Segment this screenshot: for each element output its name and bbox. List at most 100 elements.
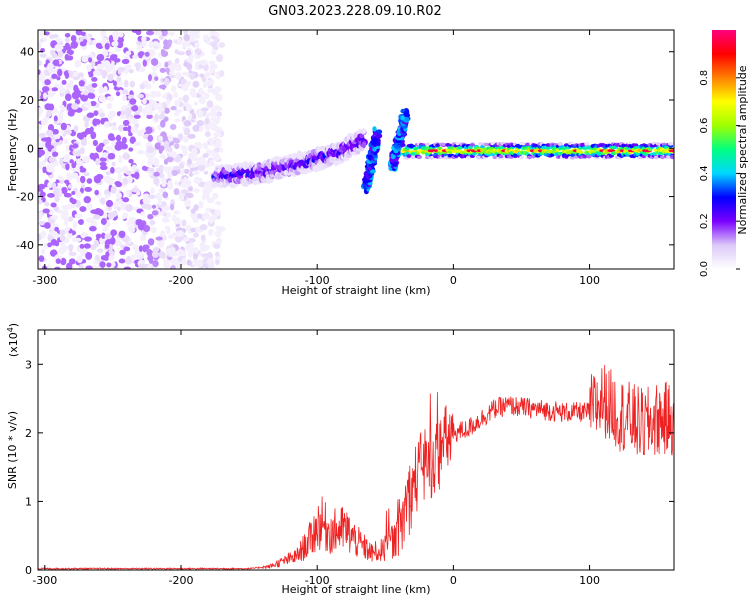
heatmap-cell: [56, 76, 61, 81]
heatmap-cell: [194, 48, 201, 55]
heatmap-cell: [48, 67, 56, 74]
heatmap-cell: [60, 257, 67, 266]
heatmap-cell: [107, 152, 116, 160]
heatmap-cell: [127, 125, 132, 133]
heatmap-cell: [79, 41, 87, 47]
heatmap-cell: [99, 157, 107, 162]
heatmap-cell: [132, 244, 139, 251]
heatmap-cell: [42, 37, 48, 43]
heatmap-cell: [148, 194, 156, 200]
heatmap-cell: [53, 188, 60, 196]
heatmap-cell: [173, 112, 179, 117]
heatmap-cell: [84, 120, 89, 128]
heatmap-cell: [38, 90, 42, 98]
heatmap-cell: [130, 226, 135, 234]
heatmap-cell: [185, 192, 194, 199]
heatmap-cell: [122, 197, 130, 203]
heatmap-cell: [161, 50, 169, 57]
heatmap-cell: [465, 156, 471, 160]
heatmap-cell: [103, 86, 108, 93]
heatmap-cell: [159, 67, 166, 73]
heatmap-cell: [633, 143, 639, 147]
heatmap-cell: [78, 80, 85, 87]
heatmap-cell: [38, 199, 43, 205]
heatmap-cell: [189, 88, 196, 93]
heatmap-cell: [204, 131, 211, 138]
heatmap-cell: [79, 165, 84, 171]
heatmap-cell: [85, 251, 93, 260]
heatmap-x-label: Height of straight line (km): [281, 284, 430, 297]
heatmap-cell: [89, 152, 96, 160]
heatmap-cell: [128, 132, 133, 137]
heatmap-cell: [472, 152, 477, 156]
heatmap-cell: [77, 72, 84, 78]
heatmap-cell: [187, 133, 196, 139]
heatmap-cell: [93, 69, 101, 76]
heatmap-cell: [60, 122, 67, 131]
heatmap-cell: [98, 86, 104, 94]
heatmap-cell: [38, 69, 41, 75]
heatmap-cell: [38, 132, 46, 138]
heatmap-cell: [44, 79, 51, 86]
heatmap-cell: [183, 127, 191, 136]
heatmap-cell: [74, 98, 80, 105]
heatmap-cell: [107, 212, 114, 220]
heatmap-cell: [96, 63, 105, 70]
heatmap-cell: [122, 214, 127, 220]
heatmap-cell: [208, 121, 214, 129]
heatmap-cell: [68, 80, 74, 85]
heatmap-cell: [519, 155, 524, 160]
heatmap-cell: [103, 121, 110, 128]
heatmap-cell: [169, 250, 174, 258]
heatmap-cell: [120, 143, 128, 150]
heatmap-cell: [64, 226, 70, 232]
heatmap-cell: [209, 159, 214, 164]
heatmap-cell: [200, 234, 206, 242]
heatmap-cell: [57, 209, 62, 214]
heatmap-y-tick-label: 0: [27, 142, 34, 155]
heatmap-cell: [71, 190, 76, 196]
heatmap-cell: [68, 258, 76, 265]
heatmap-cell: [126, 222, 131, 227]
heatmap-cell: [107, 73, 114, 82]
heatmap-cell: [55, 258, 61, 264]
heatmap-cell: [361, 141, 367, 149]
heatmap-cell: [106, 96, 114, 101]
heatmap-cell: [208, 230, 213, 237]
heatmap-cell: [39, 31, 46, 37]
heatmap-cell: [125, 204, 133, 213]
heatmap-cell: [160, 77, 165, 83]
heatmap-cell: [109, 54, 118, 61]
heatmap-cell: [161, 94, 168, 99]
heatmap-cell: [40, 248, 46, 255]
heatmap-cell: [158, 135, 163, 141]
heatmap-cell: [122, 177, 129, 185]
colorbar-tick-label: 0.0: [699, 261, 710, 277]
heatmap-cell: [416, 155, 422, 160]
heatmap-cell: [150, 187, 155, 195]
heatmap-cell: [174, 71, 182, 80]
heatmap-cell: [156, 102, 163, 110]
heatmap-cell: [174, 118, 181, 123]
heatmap-cell: [177, 133, 184, 141]
heatmap-cell: [179, 167, 185, 176]
heatmap-cell: [580, 142, 586, 147]
heatmap-cell: [180, 181, 189, 189]
snr-x-tick-label: 0: [450, 574, 457, 587]
heatmap-cell: [180, 189, 189, 194]
heatmap-cell: [151, 210, 159, 216]
heatmap-cell: [47, 62, 54, 69]
heatmap-cell: [147, 213, 154, 220]
heatmap-cell: [410, 155, 416, 159]
heatmap-cell: [216, 106, 223, 112]
heatmap-cell: [76, 158, 82, 166]
heatmap-cell: [214, 209, 222, 217]
heatmap-cell: [97, 248, 104, 253]
heatmap-cell: [191, 170, 200, 176]
snr-series-group: [38, 364, 674, 570]
heatmap-cell: [38, 73, 46, 82]
heatmap-cell: [57, 50, 64, 58]
heatmap-cell: [170, 105, 177, 111]
heatmap-cell: [105, 199, 114, 208]
heatmap-cell: [105, 251, 110, 259]
